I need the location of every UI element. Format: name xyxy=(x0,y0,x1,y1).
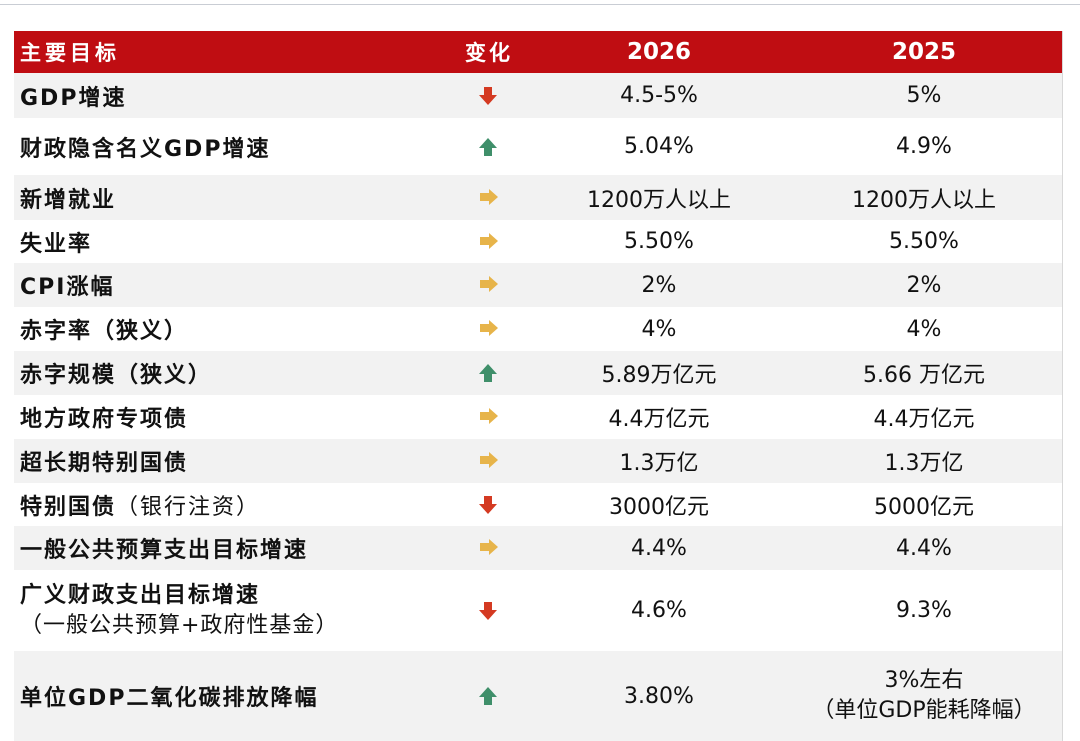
row-label: 财政隐含名义GDP增速 xyxy=(20,136,271,162)
row-label-sub: （银行注资） xyxy=(116,494,261,520)
row-label: 超长期特别国债 xyxy=(20,451,189,476)
arrow-right-icon xyxy=(434,175,544,220)
value-2026: 5.89万亿元 xyxy=(601,363,717,388)
table-row: GDP增速 4.5-5% 5% xyxy=(14,73,1062,118)
value-2026: 2% xyxy=(641,272,677,298)
value-2026: 3.80% xyxy=(624,683,694,709)
row-label: GDP增速 xyxy=(20,85,127,111)
value-2026: 4.6% xyxy=(631,598,687,623)
arrow-up-icon xyxy=(434,118,544,175)
value-2025: 5.50% xyxy=(889,229,959,254)
table-row: 超长期特别国债 1.3万亿 1.3万亿 xyxy=(14,439,1062,483)
table-row: 地方政府专项债 4.4万亿元 4.4万亿元 xyxy=(14,395,1062,439)
row-label: 新增就业 xyxy=(20,187,117,213)
arrow-right-icon xyxy=(434,263,544,307)
value-2025-line2: （单位GDP能耗降幅） xyxy=(812,698,1036,723)
value-2026: 5.04% xyxy=(624,134,694,159)
value-2025: 4.9% xyxy=(896,134,952,159)
table-row: 新增就业 1200万人以上 1200万人以上 xyxy=(14,175,1062,220)
table-row: 单位GDP二氧化碳排放降幅 3.80% 3%左右 （单位GDP能耗降幅） xyxy=(14,651,1062,741)
table-row: 广义财政支出目标增速 （一般公共预算+政府性基金） 4.6% 9.3% xyxy=(14,570,1062,651)
table-row: 特别国债 （银行注资） 3000亿元 5000亿元 xyxy=(14,483,1062,526)
value-2026: 1200万人以上 xyxy=(587,187,731,213)
value-2026: 4.4% xyxy=(631,535,687,561)
value-2025: 5.66 万亿元 xyxy=(863,363,985,388)
row-label: 单位GDP二氧化碳排放降幅 xyxy=(20,686,319,711)
value-2026: 3000亿元 xyxy=(609,494,709,520)
row-label: 广义财政支出目标增速 xyxy=(20,582,261,608)
arrow-right-icon xyxy=(434,395,544,439)
value-2025: 2% xyxy=(906,272,942,298)
value-2025: 5% xyxy=(906,83,942,108)
value-2025: 5000亿元 xyxy=(874,494,974,520)
value-2025: 1200万人以上 xyxy=(852,187,996,213)
arrow-right-icon xyxy=(434,439,544,483)
row-label: 一般公共预算支出目标增速 xyxy=(20,538,309,563)
table-row: 一般公共预算支出目标增速 4.4% 4.4% xyxy=(14,526,1062,570)
arrow-down-icon xyxy=(434,570,544,651)
row-label: 特别国债 xyxy=(20,494,117,520)
value-2025-cell: 3%左右 （单位GDP能耗降幅） xyxy=(799,651,1049,741)
arrow-down-icon xyxy=(434,73,544,118)
value-2025: 3%左右 xyxy=(884,668,964,693)
row-label: 失业率 xyxy=(20,231,93,257)
table-row: CPI涨幅 2% 2% xyxy=(14,263,1062,307)
header-change: 变化 xyxy=(465,41,513,65)
value-2026: 5.50% xyxy=(624,229,694,254)
table-row: 赤字率（狭义） 4% 4% xyxy=(14,307,1062,351)
row-label: 赤字率（狭义） xyxy=(20,319,189,344)
row-label-line2: （一般公共预算+政府性基金） xyxy=(20,612,339,638)
value-2026: 4.5-5% xyxy=(620,83,698,108)
value-2026: 4.4万亿元 xyxy=(608,407,710,432)
arrow-down-icon xyxy=(434,483,544,526)
arrow-right-icon xyxy=(434,307,544,351)
arrow-right-icon xyxy=(434,526,544,570)
value-2026: 4% xyxy=(641,316,677,342)
row-label: 地方政府专项债 xyxy=(20,407,189,432)
value-2025: 4.4万亿元 xyxy=(873,407,975,432)
arrow-right-icon xyxy=(434,220,544,263)
table-row: 失业率 5.50% 5.50% xyxy=(14,220,1062,263)
value-2026: 1.3万亿 xyxy=(619,451,699,476)
table-row: 财政隐含名义GDP增速 5.04% 4.9% xyxy=(14,118,1062,175)
header-2025: 2025 xyxy=(891,39,956,65)
header-label: 主要目标 xyxy=(20,41,120,65)
row-label: CPI涨幅 xyxy=(20,275,115,300)
row-label: 赤字规模（狭义） xyxy=(20,363,213,388)
arrow-up-icon xyxy=(434,651,544,741)
targets-table: 主要目标 变化 2026 2025 GDP增速 4.5-5% 5% 财政隐含名义… xyxy=(14,31,1063,741)
value-2025: 4% xyxy=(906,316,942,342)
value-2025: 4.4% xyxy=(896,535,952,561)
value-2025: 9.3% xyxy=(896,598,952,623)
value-2025: 1.3万亿 xyxy=(884,451,964,476)
header-2026: 2026 xyxy=(626,39,691,65)
top-divider xyxy=(0,4,1080,5)
row-label-cell: 广义财政支出目标增速 （一般公共预算+政府性基金） xyxy=(14,570,434,651)
table-header: 主要目标 变化 2026 2025 xyxy=(14,31,1062,73)
row-label-cell: 特别国债 （银行注资） xyxy=(14,483,434,526)
table-row: 赤字规模（狭义） 5.89万亿元 5.66 万亿元 xyxy=(14,351,1062,395)
arrow-up-icon xyxy=(434,351,544,395)
